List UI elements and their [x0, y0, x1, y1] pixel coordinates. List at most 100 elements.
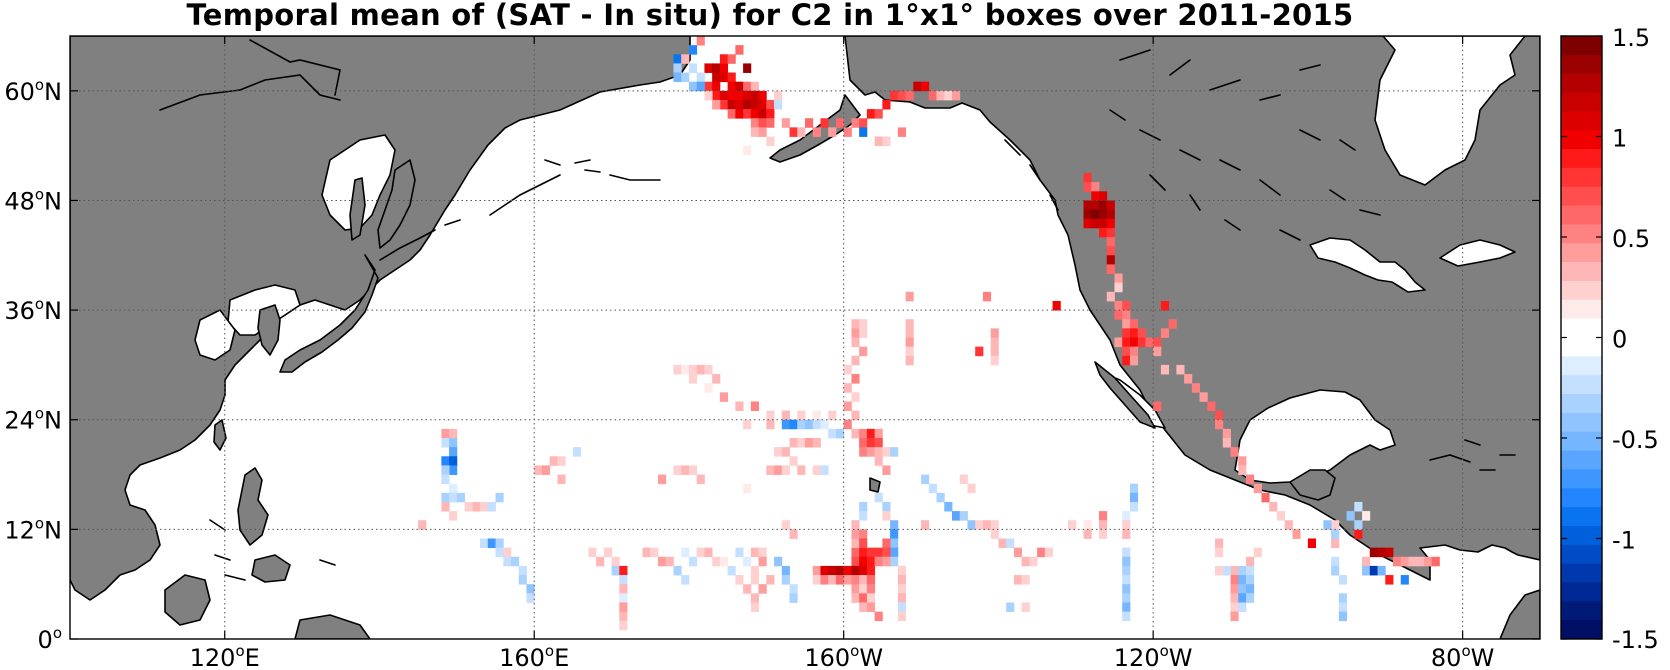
data-cell [805, 438, 814, 448]
data-cell [735, 575, 744, 585]
data-cell [1238, 602, 1247, 612]
data-cell [572, 447, 582, 457]
data-cell [743, 584, 752, 594]
data-cell [859, 511, 868, 521]
data-cell [812, 565, 821, 576]
data-cell [1253, 547, 1262, 558]
data-cell [851, 565, 860, 576]
colorbar-segment [1561, 450, 1602, 470]
data-cell [897, 90, 906, 101]
data-cell [681, 575, 690, 585]
data-cell [727, 54, 736, 64]
data-cell [750, 90, 759, 101]
data-cell [859, 118, 868, 128]
caribbean-islands [1429, 439, 1516, 471]
kuril-chain [379, 219, 461, 261]
data-cell [719, 72, 729, 83]
data-cell [673, 364, 682, 375]
data-cell [1106, 227, 1115, 238]
data-cell [611, 565, 620, 576]
data-cell [1238, 465, 1247, 475]
data-cell [944, 501, 953, 512]
data-cell [1099, 200, 1108, 210]
colorbar-tick-label: 0 [1612, 326, 1627, 354]
data-cell [843, 565, 852, 576]
axes-layer: 120oE 160oE 160oW 120oW 80oW 0o 12oN 24oN 36oN 48… [4, 36, 1540, 670]
data-cell [658, 556, 667, 567]
data-cell [1091, 191, 1100, 201]
data-cell [449, 483, 458, 494]
data-cell [851, 319, 860, 329]
data-cell [781, 410, 790, 421]
data-cell [1083, 173, 1092, 183]
great-lakes [1309, 237, 1426, 293]
data-cell [851, 593, 860, 603]
x-tick-label: 160oE [499, 642, 569, 670]
land-sakhalin [349, 177, 366, 241]
data-cell [696, 72, 705, 83]
colorbar-segment [1561, 544, 1602, 565]
data-cell [1292, 529, 1301, 539]
y-tick-label: 48oN [4, 185, 62, 215]
land-new-guinea [294, 614, 371, 639]
data-cell [1246, 565, 1255, 576]
data-cell [890, 529, 899, 539]
data-cell [905, 291, 914, 302]
data-cell [990, 346, 999, 357]
data-cell [704, 547, 713, 558]
data-cell [449, 428, 458, 439]
data-cell [843, 575, 852, 585]
data-cell [1331, 529, 1340, 539]
data-cell [1099, 191, 1108, 201]
data-cell [1145, 337, 1154, 348]
canada-arctic-4 [1299, 129, 1381, 216]
data-cell [1029, 556, 1038, 567]
data-cell [1106, 264, 1115, 274]
data-cell [897, 593, 906, 603]
data-cell [1091, 209, 1100, 220]
data-cell [859, 447, 868, 457]
y-tick-label: 12oN [4, 514, 62, 544]
data-cell [1122, 565, 1131, 576]
data-cell [859, 346, 868, 357]
data-cell [743, 556, 752, 567]
data-cell [866, 556, 876, 567]
chart-title: Temporal mean of (SAT - In situ) for C2 … [186, 0, 1354, 32]
colorbar-segment [1561, 167, 1602, 188]
data-cell [758, 99, 767, 110]
data-cell [859, 565, 868, 576]
data-cell [890, 520, 899, 530]
colorbar-segment [1561, 563, 1602, 583]
data-cell [1253, 483, 1262, 494]
data-cell [1230, 575, 1239, 585]
data-cell [820, 419, 829, 430]
data-cell [1338, 593, 1347, 603]
data-cell [588, 547, 597, 558]
data-cell [681, 547, 690, 558]
data-cell [890, 556, 899, 567]
data-cell [1137, 337, 1146, 348]
data-cell [1052, 300, 1061, 311]
colorbar-segment [1561, 488, 1602, 508]
data-cell [673, 54, 682, 64]
data-cell [1106, 209, 1115, 220]
data-cell [719, 99, 729, 110]
data-cell [735, 547, 744, 558]
data-cell [1362, 556, 1371, 567]
data-cell [835, 428, 845, 439]
data-cell [735, 99, 744, 110]
data-cell [859, 438, 868, 448]
data-cell [619, 593, 628, 603]
data-cell [557, 474, 566, 485]
data-cell [866, 593, 876, 603]
data-cell [518, 565, 527, 576]
data-cell [487, 538, 496, 549]
data-cell [642, 547, 651, 558]
data-cell [1215, 547, 1224, 558]
data-cell [758, 127, 767, 137]
data-cell [750, 81, 759, 92]
data-cell [944, 90, 953, 101]
data-cell [766, 136, 775, 147]
data-cell [1230, 447, 1239, 457]
data-cell [1114, 337, 1123, 348]
